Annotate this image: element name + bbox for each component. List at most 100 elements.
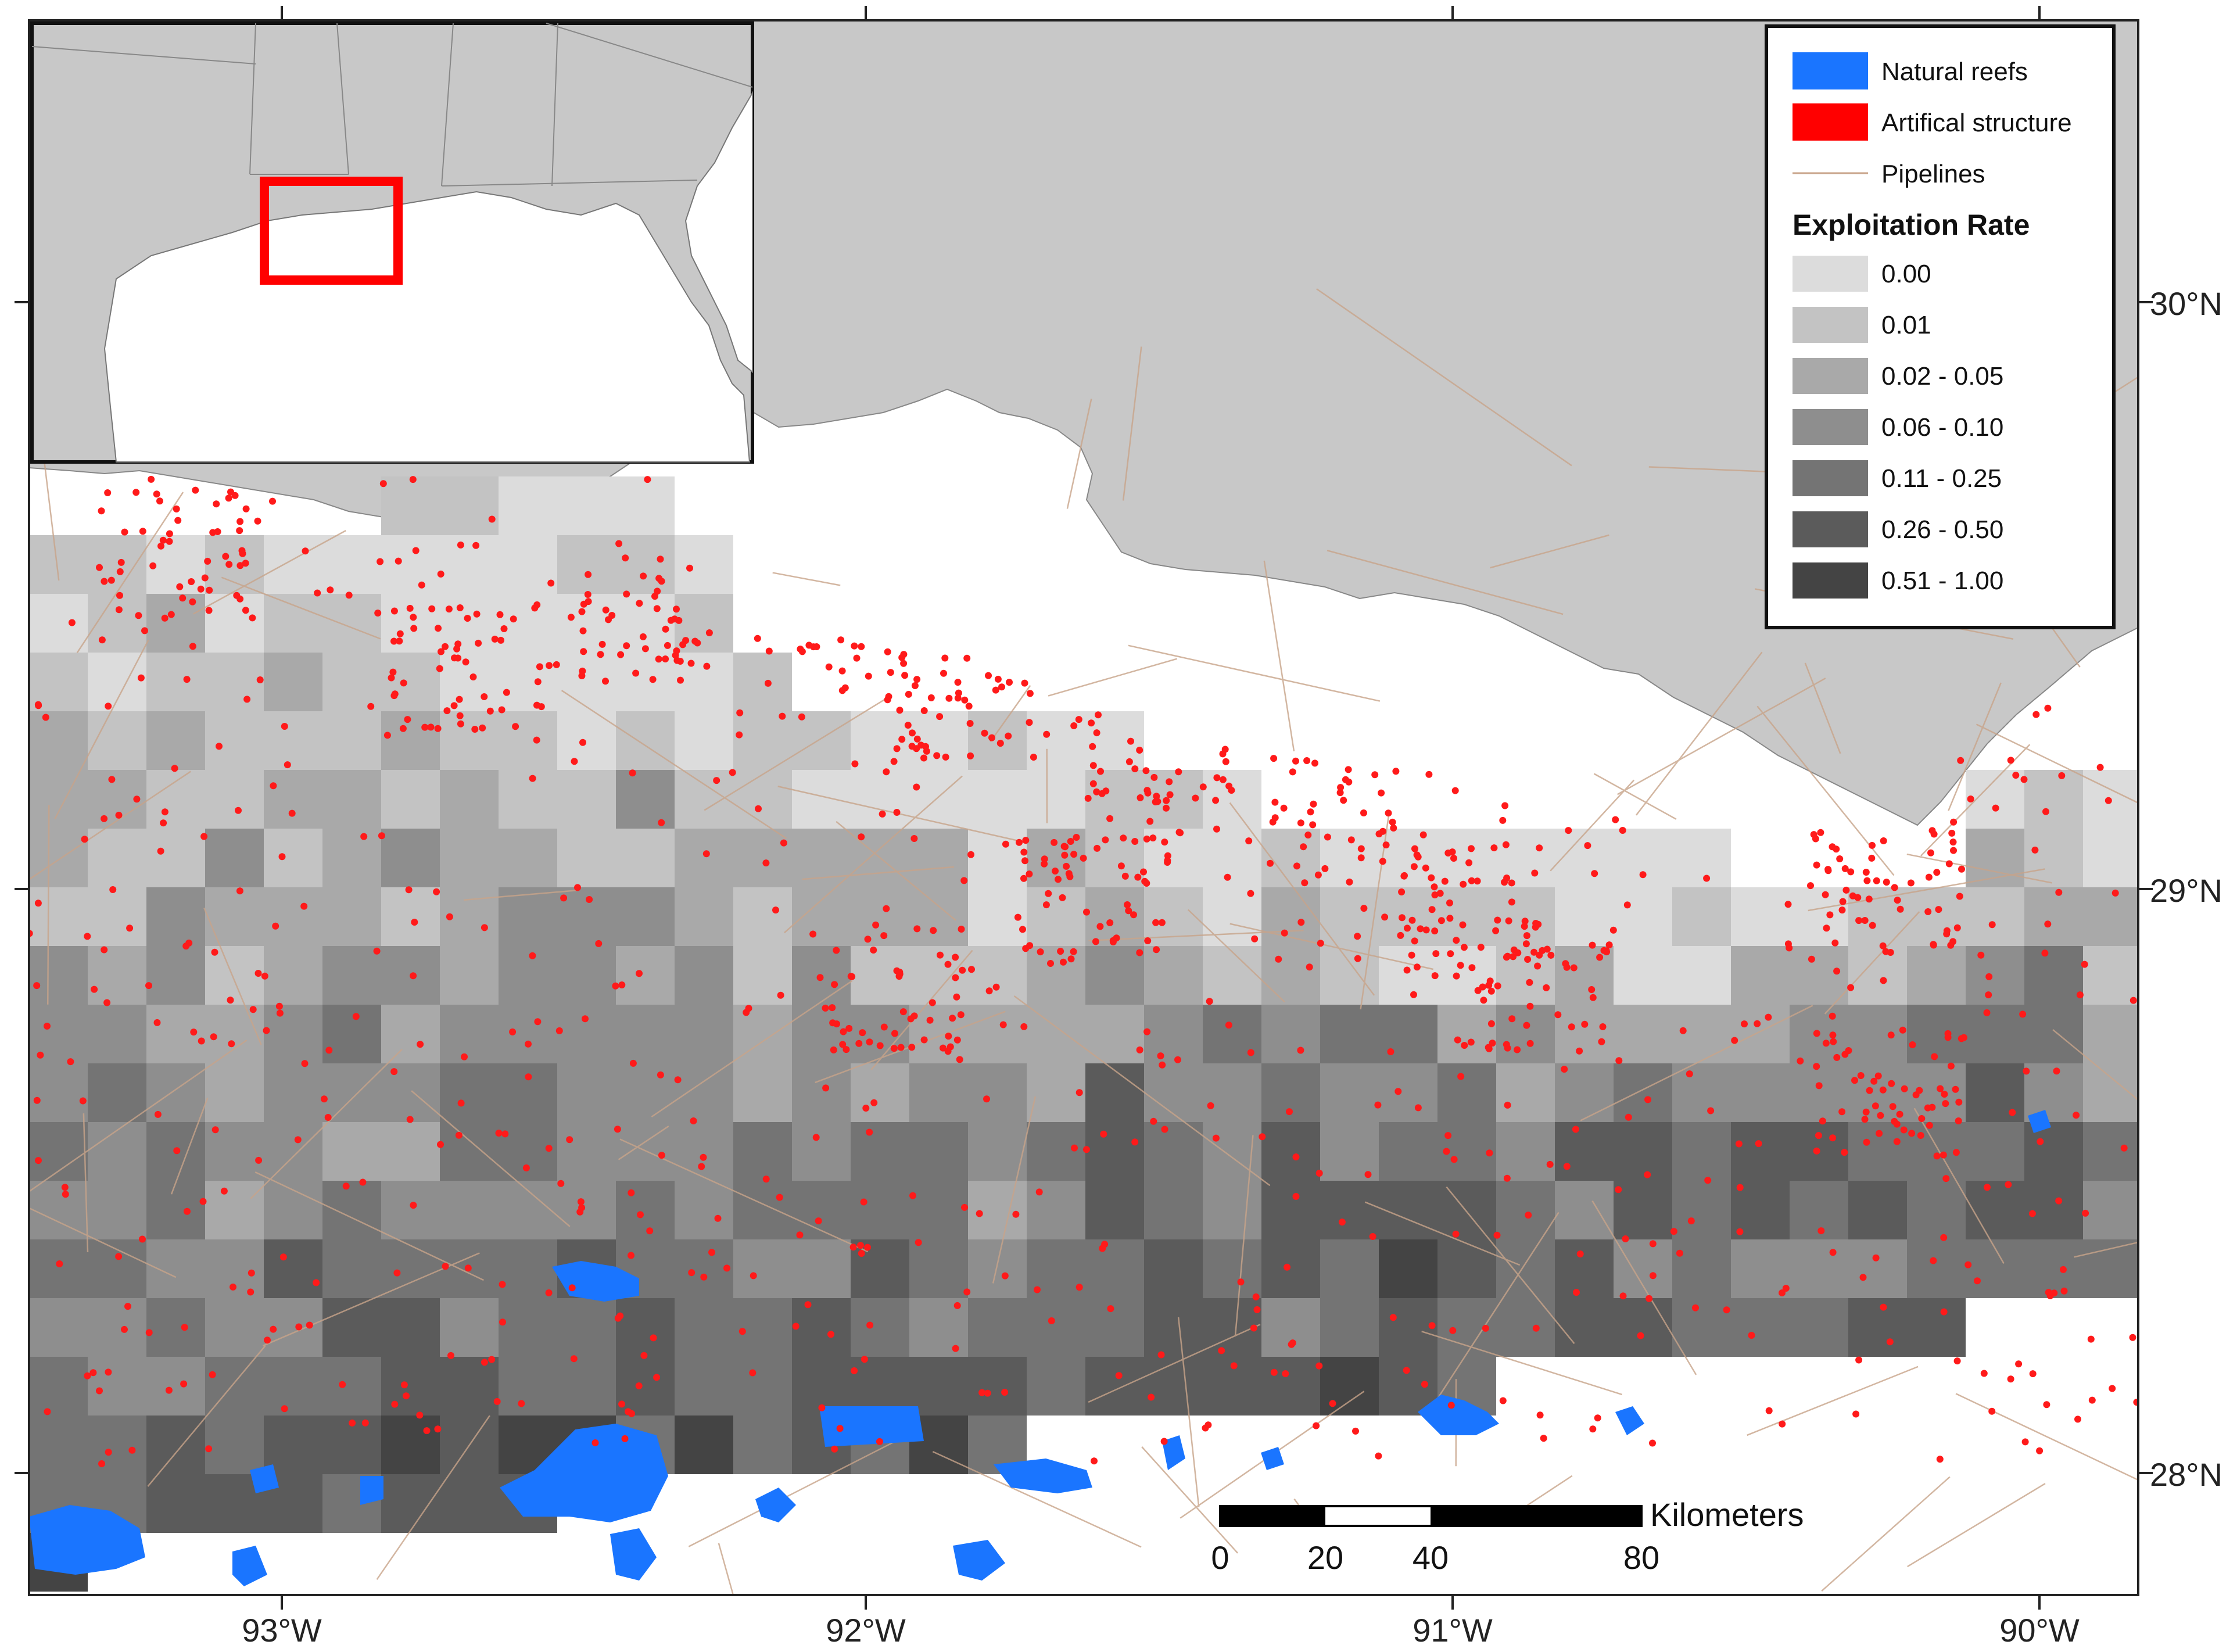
structure-point	[576, 1208, 584, 1216]
structure-point	[1378, 789, 1385, 797]
structure-point	[247, 1288, 254, 1296]
grid-cell	[1261, 1298, 1320, 1357]
structure-point	[1089, 780, 1097, 787]
structure-point	[1130, 911, 1137, 919]
structure-point	[222, 553, 230, 560]
structure-point	[1676, 1249, 1683, 1257]
structure-point	[400, 679, 407, 687]
pipeline	[2052, 1029, 2138, 1101]
grid-cell	[499, 829, 557, 887]
structure-point	[1413, 963, 1421, 971]
inset-locator-map	[30, 21, 754, 464]
structure-point	[1070, 851, 1078, 858]
structure-point	[546, 662, 553, 669]
structure-point	[469, 673, 477, 680]
grid-cell	[88, 829, 146, 887]
grid-cell	[322, 535, 381, 594]
structure-point	[1649, 1439, 1656, 1447]
grid-cell	[733, 1063, 792, 1122]
structure-point	[1935, 906, 1942, 913]
structure-point	[1936, 1456, 1944, 1463]
grid-cell	[1966, 829, 2024, 887]
structure-point	[2044, 920, 2052, 928]
structure-point	[1213, 825, 1220, 833]
structure-point	[98, 507, 105, 515]
pipeline	[1976, 723, 2138, 804]
structure-point	[236, 887, 243, 895]
legend-class-swatch	[1793, 409, 1868, 445]
grid-cell	[146, 711, 205, 770]
structure-point	[1474, 987, 1482, 994]
structure-point	[891, 1030, 898, 1037]
pipeline	[1446, 1186, 1575, 1344]
structure-point	[141, 627, 148, 635]
structure-point	[1106, 815, 1114, 822]
structure-point	[495, 1130, 503, 1137]
grid-cell	[616, 1005, 675, 1063]
grid-cell	[792, 1239, 851, 1298]
structure-point	[1977, 951, 1985, 959]
grid-cell	[1848, 1239, 1907, 1298]
structure-point	[1955, 1098, 1963, 1106]
structure-point	[578, 608, 586, 615]
structure-point	[300, 902, 308, 910]
grid-cell	[1614, 829, 1672, 887]
structure-point	[1637, 1332, 1644, 1339]
grid-cell	[381, 770, 440, 829]
structure-point	[1754, 1020, 1761, 1027]
grid-cell	[1731, 1063, 1790, 1122]
grid-cell	[557, 476, 616, 535]
structure-point	[1561, 1066, 1568, 1073]
structure-point	[942, 753, 949, 761]
structure-point	[1573, 1289, 1580, 1296]
structure-point	[1431, 972, 1439, 980]
structure-point	[242, 560, 249, 567]
structure-point	[1900, 1126, 1908, 1134]
grid-cell	[440, 476, 499, 535]
structure-point	[98, 636, 106, 644]
structure-point	[1092, 938, 1099, 945]
structure-point	[858, 643, 865, 650]
structure-point	[2042, 808, 2049, 815]
structure-point	[531, 604, 539, 612]
structure-point	[1615, 1057, 1623, 1065]
structure-point	[708, 1249, 715, 1256]
structure-point	[1247, 1049, 1254, 1056]
structure-point	[1731, 1037, 1738, 1044]
structure-point	[135, 612, 142, 619]
structure-point	[1901, 1085, 1908, 1092]
grid-cell	[440, 535, 499, 594]
structure-point	[1410, 863, 1418, 870]
grid-cell	[88, 1416, 146, 1474]
structure-point	[2031, 846, 2039, 854]
structure-point	[602, 678, 609, 685]
grid-cell	[205, 653, 264, 711]
structure-point	[667, 617, 675, 624]
structure-point	[913, 925, 921, 933]
structure-point	[1192, 794, 1199, 802]
structure-point	[1830, 1038, 1837, 1045]
grid-cell	[1966, 946, 2024, 1005]
grid-cell	[1144, 946, 1203, 1005]
grid-cell	[2083, 1005, 2138, 1063]
structure-point	[1619, 827, 1626, 834]
grid-cell	[205, 1416, 264, 1474]
structure-point	[1288, 1341, 1295, 1348]
structure-point	[1037, 948, 1044, 956]
structure-point	[1880, 977, 1887, 984]
structure-point	[157, 542, 164, 550]
structure-point	[1514, 949, 1522, 956]
structure-point	[1250, 1324, 1257, 1332]
structure-point	[1866, 1087, 1873, 1094]
structure-point	[1157, 1052, 1164, 1060]
structure-point	[614, 1126, 621, 1133]
grid-cell	[146, 887, 205, 946]
grid-cell	[2083, 946, 2138, 1005]
pipeline	[1955, 1393, 2138, 1481]
grid-cell	[29, 1416, 88, 1474]
grid-cell	[88, 1298, 146, 1357]
structure-point	[621, 1435, 629, 1442]
structure-point	[1933, 1152, 1941, 1160]
grid-cell	[1379, 1298, 1437, 1357]
natural-reef	[552, 1261, 639, 1302]
